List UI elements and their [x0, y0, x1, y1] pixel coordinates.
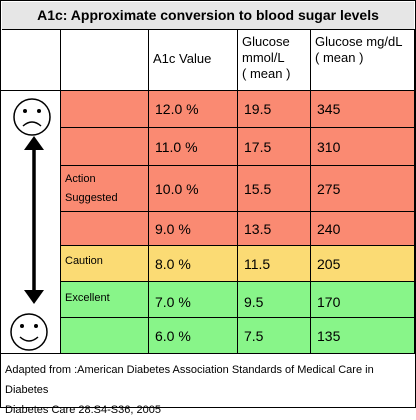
footer-line1: Adapted from :American Diabetes Associat… [5, 364, 374, 396]
label-caution: Caution [61, 246, 149, 282]
label-action-line2: Suggested [65, 192, 118, 204]
mgdl-cell: 170 [311, 282, 415, 318]
mgdl-cell: 310 [311, 128, 415, 166]
source-footer: Adapted from :American Diabetes Associat… [1, 354, 413, 416]
header-mgdl-line1: Glucose mg/dL [315, 34, 403, 49]
header-blank-label [61, 29, 149, 91]
a1c-cell: 9.0 % [149, 212, 238, 246]
double-arrow-icon [24, 136, 44, 304]
label-excellent: Excellent [61, 282, 149, 318]
label-cell [61, 212, 149, 246]
sad-face-icon [13, 98, 51, 136]
mmol-cell: 19.5 [238, 91, 311, 128]
a1c-cell: 7.0 % [149, 282, 238, 318]
mgdl-cell: 275 [311, 166, 415, 212]
header-mmol-line1: Glucose [242, 34, 290, 49]
happy-face-icon [10, 313, 48, 351]
header-mgdl-line2: ( mean ) [315, 50, 364, 65]
header-a1c: A1c Value [149, 29, 238, 91]
mgdl-cell: 240 [311, 212, 415, 246]
header-mmol: Glucose mmol/L ( mean ) [238, 29, 311, 91]
a1c-cell: 12.0 % [149, 91, 238, 128]
label-action-suggested: Action Suggested [61, 166, 149, 212]
icon-column [1, 30, 61, 354]
table-title: A1c: Approximate conversion to blood sug… [2, 2, 414, 30]
label-cell [61, 128, 149, 166]
a1c-cell: 11.0 % [149, 128, 238, 166]
icon-svg [10, 98, 51, 351]
footer-line2: Diabetes Care 28:S4-S36, 2005 [5, 404, 161, 416]
mmol-cell: 7.5 [238, 318, 311, 354]
mgdl-cell: 135 [311, 318, 415, 354]
icon-column-cell [0, 91, 61, 354]
label-cell [61, 91, 149, 128]
a1c-cell: 10.0 % [149, 166, 238, 212]
header-blank-icon [0, 29, 61, 91]
header-mgdl: Glucose mg/dL ( mean ) [311, 29, 415, 91]
mgdl-cell: 345 [311, 91, 415, 128]
header-mmol-line2: mmol/L [242, 50, 285, 65]
mmol-cell: 9.5 [238, 282, 311, 318]
header-mmol-line3: ( mean ) [242, 66, 291, 81]
mgdl-cell: 205 [311, 246, 415, 282]
a1c-cell: 8.0 % [149, 246, 238, 282]
a1c-cell: 6.0 % [149, 318, 238, 354]
mmol-cell: 17.5 [238, 128, 311, 166]
mmol-cell: 15.5 [238, 166, 311, 212]
label-cell [61, 318, 149, 354]
mmol-cell: 13.5 [238, 212, 311, 246]
label-action-line1: Action [65, 173, 96, 185]
mmol-cell: 11.5 [238, 246, 311, 282]
